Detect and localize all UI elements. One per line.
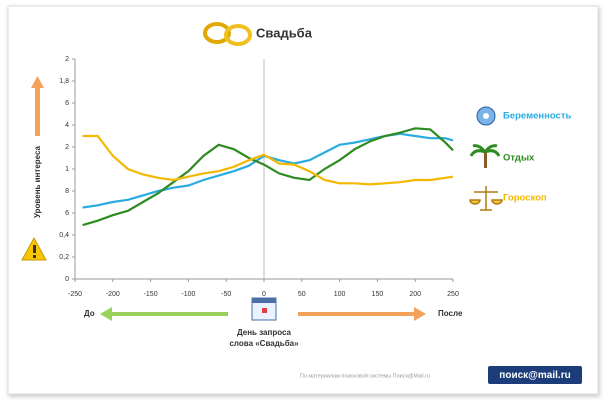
source: По материалам поисковой системы Поиск@Ma… [300, 372, 430, 379]
x-tick-label: 0 [262, 291, 266, 298]
chart-title: Свадьба [256, 25, 313, 40]
series-line [82, 134, 454, 186]
y-tick-label: 1 [65, 166, 69, 173]
y-tick-label: 0 [65, 276, 69, 283]
x-tick-label: 150 [372, 291, 384, 298]
warning-icon [21, 236, 47, 261]
palm-icon [469, 144, 501, 168]
x-tick-label: 200 [409, 291, 421, 298]
x-left-label: До [84, 309, 95, 318]
x-tick-label: -50 [221, 291, 231, 298]
x-tick-label: 100 [334, 291, 346, 298]
right-arrow [298, 307, 426, 321]
legend-label: Беременность [503, 111, 571, 122]
y-tick-label: 1,8 [59, 78, 69, 85]
center-label: слова «Свадьба» [229, 339, 299, 348]
y-tick-label: 0,2 [59, 254, 69, 261]
x-tick-label: -150 [144, 291, 158, 298]
y-tick-label: 2 [65, 144, 69, 151]
y-tick-label: 0,4 [59, 232, 69, 239]
y-tick-label: 4 [65, 122, 69, 129]
y-tick-label: 6 [65, 100, 69, 107]
y-tick-label: 2 [65, 56, 69, 63]
legend-label: Гороскоп [503, 193, 547, 204]
x-right-label: После [438, 309, 463, 318]
logo-box [488, 366, 582, 384]
y-axis-label: Уровень интереса [33, 145, 42, 218]
up-arrow [31, 76, 44, 136]
x-tick-label: 250 [447, 291, 459, 298]
x-tick-label: 50 [298, 291, 306, 298]
x-tick-label: -100 [181, 291, 195, 298]
series-line [82, 127, 454, 227]
pacifier-icon [476, 106, 496, 126]
left-arrow [100, 307, 228, 321]
y-tick-label: 8 [65, 188, 69, 195]
x-tick-label: -250 [68, 291, 82, 298]
x-tick-label: -200 [106, 291, 120, 298]
center-label: День запроса [237, 328, 292, 337]
y-tick-label: 6 [65, 210, 69, 217]
logo: поиск@mail.ru [499, 370, 570, 381]
rings-icon [203, 22, 252, 46]
calendar-icon [251, 297, 277, 321]
scales-icon [469, 186, 503, 211]
legend-label: Отдых [503, 153, 535, 164]
